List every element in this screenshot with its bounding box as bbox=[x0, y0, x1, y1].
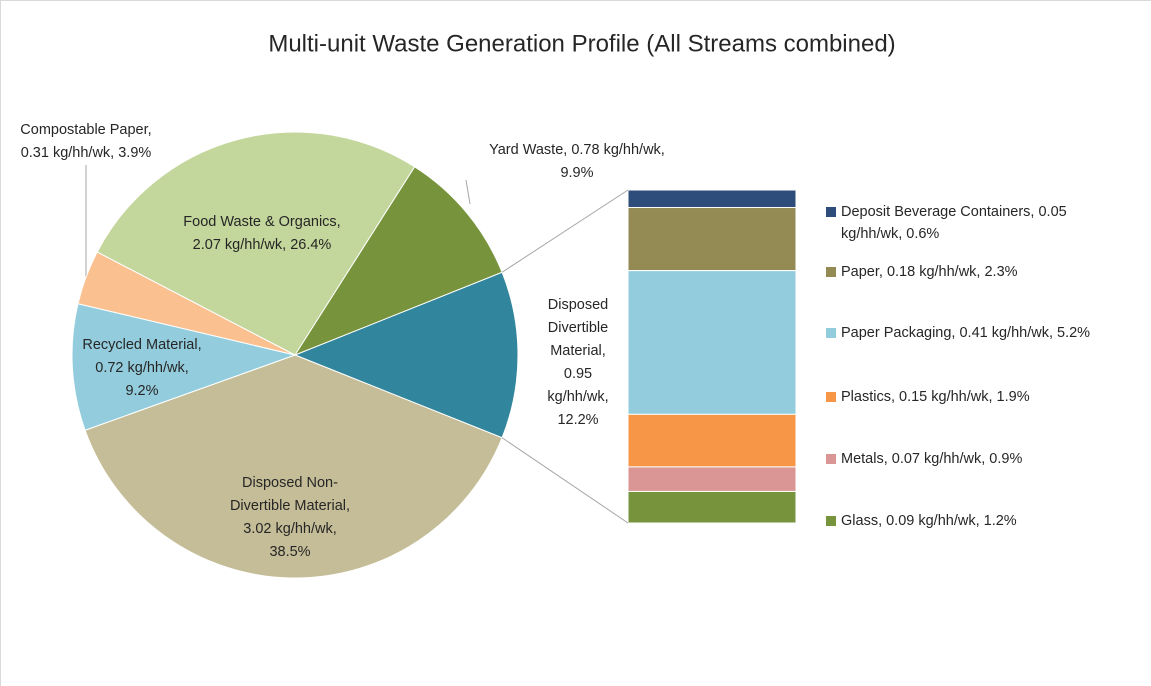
pie-slice bbox=[293, 271, 519, 439]
slice-label: 38.5% bbox=[269, 544, 310, 560]
pie-slice bbox=[84, 354, 503, 579]
legend-label: Deposit Beverage Containers, 0.05 bbox=[841, 204, 1067, 220]
slice-label: Food Waste & Organics, bbox=[183, 214, 340, 230]
legend-swatch bbox=[826, 207, 836, 217]
slice-label: Disposed Non- bbox=[242, 475, 338, 491]
legend-swatch bbox=[826, 392, 836, 402]
legend-label: Glass, 0.09 kg/hh/wk, 1.2% bbox=[841, 513, 1017, 529]
bar-segment bbox=[627, 413, 797, 468]
connector-line bbox=[501, 437, 629, 524]
slice-label: Disposed bbox=[548, 297, 608, 313]
pie-slice bbox=[293, 166, 503, 357]
pie-slice bbox=[71, 303, 297, 431]
slice-label: Yard Waste, 0.78 kg/hh/wk, bbox=[489, 142, 665, 158]
bar-segment bbox=[627, 466, 797, 492]
connector-line bbox=[501, 189, 629, 273]
slice-label: 12.2% bbox=[557, 412, 598, 428]
leader-line bbox=[465, 179, 471, 205]
slice-label: 0.31 kg/hh/wk, 3.9% bbox=[21, 145, 152, 161]
slice-label: 2.07 kg/hh/wk, 26.4% bbox=[193, 237, 332, 253]
legend-swatch bbox=[826, 328, 836, 338]
legend-swatch bbox=[826, 267, 836, 277]
slice-label: 9.2% bbox=[125, 383, 158, 399]
slice-label: 3.02 kg/hh/wk, bbox=[243, 521, 337, 537]
pie-slice bbox=[96, 131, 416, 356]
slice-label: Divertible Material, bbox=[230, 498, 350, 514]
slice-label: 0.95 bbox=[564, 366, 592, 382]
legend-label: Paper Packaging, 0.41 kg/hh/wk, 5.2% bbox=[841, 325, 1090, 341]
slice-label: 9.9% bbox=[560, 165, 593, 181]
slice-label: 0.72 kg/hh/wk, bbox=[95, 360, 189, 376]
bar-segment bbox=[627, 189, 797, 209]
legend-label: kg/hh/wk, 0.6% bbox=[841, 226, 939, 242]
legend-label: Plastics, 0.15 kg/hh/wk, 1.9% bbox=[841, 389, 1030, 405]
legend-label: Paper, 0.18 kg/hh/wk, 2.3% bbox=[841, 264, 1018, 280]
slice-label: Divertible bbox=[548, 320, 608, 336]
legend-label: Metals, 0.07 kg/hh/wk, 0.9% bbox=[841, 451, 1022, 467]
bar-segment bbox=[627, 490, 797, 524]
legend-swatch bbox=[826, 516, 836, 526]
bar-segment bbox=[627, 207, 797, 272]
slice-label: Compostable Paper, bbox=[20, 122, 151, 138]
slice-label: Material, bbox=[550, 343, 606, 359]
legend-swatch bbox=[826, 454, 836, 464]
slice-label: kg/hh/wk, bbox=[547, 389, 608, 405]
slice-label: Recycled Material, bbox=[82, 337, 201, 353]
chart-title: Multi-unit Waste Generation Profile (All… bbox=[268, 30, 895, 57]
bar-segment bbox=[627, 270, 797, 415]
